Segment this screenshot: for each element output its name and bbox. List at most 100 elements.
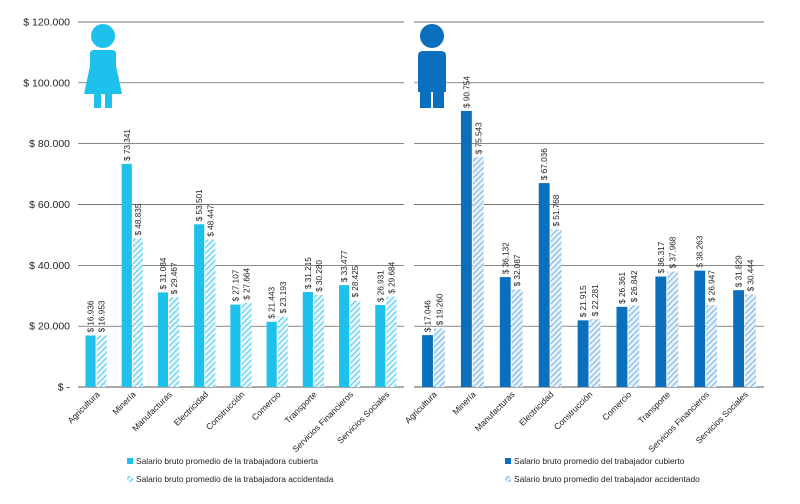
- man-icon: [418, 24, 446, 108]
- data-label: $ 26.931: [376, 270, 385, 302]
- bar-covered-9: [733, 290, 745, 387]
- y-tick-label: $ 120.000: [23, 17, 70, 29]
- bar-covered-3: [499, 277, 511, 387]
- data-label: $ 17.046: [424, 300, 433, 332]
- legend-entry: Salario bruto promedio del trabajador cu…: [514, 456, 685, 466]
- bar-accident-9: [745, 294, 756, 387]
- data-label: $ 27.107: [231, 269, 240, 301]
- bar-accident-5: [589, 319, 601, 387]
- legend-swatch: [127, 476, 133, 482]
- bar-accident-1: [433, 328, 445, 387]
- legend-entry: Salario bruto promedio de la trabajadora…: [136, 474, 334, 484]
- bar-covered-2: [121, 163, 132, 387]
- data-label: $ 30.280: [315, 260, 324, 292]
- bar-accident-3: [169, 297, 180, 387]
- bar-covered-6: [266, 321, 277, 387]
- data-label: $ 26.947: [708, 270, 717, 302]
- bar-covered-9: [375, 305, 386, 387]
- bar-covered-5: [230, 304, 241, 387]
- x-tick-label: Comercio: [600, 389, 633, 422]
- data-label: $ 22.281: [591, 284, 600, 316]
- data-label: $ 29.467: [170, 262, 179, 294]
- data-label: $ 90.754: [462, 76, 471, 108]
- bar-accident-7: [667, 271, 679, 387]
- data-label: $ 26.361: [618, 272, 627, 304]
- x-tick-label: Transporte: [636, 389, 672, 425]
- bar-accident-8: [350, 300, 361, 387]
- data-label: $ 31.829: [735, 255, 744, 287]
- data-label: $ 36.132: [501, 242, 510, 274]
- bar-covered-1: [85, 335, 96, 387]
- data-label: $ 32.087: [513, 254, 522, 286]
- bar-accident-4: [550, 229, 562, 387]
- bar-accident-6: [628, 305, 640, 387]
- bar-accident-9: [386, 296, 397, 387]
- bar-accident-1: [96, 335, 107, 387]
- bar-accident-2: [132, 238, 143, 387]
- data-label: $ 30.444: [747, 259, 756, 291]
- data-label: $ 37.968: [669, 236, 678, 268]
- bar-accident-3: [511, 289, 523, 387]
- bar-covered-4: [538, 183, 550, 387]
- data-label: $ 31.215: [304, 257, 313, 289]
- bar-covered-4: [194, 224, 205, 387]
- y-tick-label: $ 80.000: [29, 138, 70, 150]
- data-label: $ 16.953: [98, 300, 107, 332]
- bar-covered-7: [302, 292, 313, 387]
- bar-covered-8: [694, 270, 706, 387]
- data-label: $ 23.193: [279, 281, 288, 313]
- data-label: $ 19.260: [435, 293, 444, 325]
- x-tick-label: Construcción: [552, 389, 595, 432]
- bar-covered-1: [422, 335, 433, 387]
- legend-entry: Salario bruto promedio del trabajador ac…: [514, 474, 700, 484]
- data-label: $ 48.835: [134, 203, 143, 235]
- x-tick-label: Electricidad: [517, 389, 556, 428]
- x-tick-label: Agricultura: [403, 389, 439, 425]
- data-label: $ 75.543: [474, 122, 483, 154]
- data-label: $ 26.842: [630, 270, 639, 302]
- data-label: $ 27.664: [243, 268, 252, 300]
- y-tick-label: $ 60.000: [29, 199, 70, 211]
- x-tick-label: Construcción: [204, 389, 247, 432]
- data-label: $ 21.915: [579, 285, 588, 317]
- data-label: $ 29.684: [387, 261, 396, 293]
- legend-swatch: [505, 476, 511, 482]
- x-tick-label: Minería: [450, 389, 477, 416]
- data-label: $ 16.936: [87, 300, 96, 332]
- bar-accident-6: [277, 316, 288, 387]
- x-tick-label: Servicios Financieros: [290, 389, 355, 454]
- data-label: $ 73.341: [123, 129, 132, 161]
- bar-covered-7: [655, 276, 667, 387]
- data-label: $ 21.443: [268, 286, 277, 318]
- bar-covered-6: [616, 306, 628, 387]
- data-label: $ 48.447: [206, 204, 215, 236]
- data-label: $ 67.036: [540, 148, 549, 180]
- bar-accident-5: [241, 302, 252, 387]
- bar-covered-8: [339, 285, 350, 387]
- bar-accident-2: [472, 157, 484, 387]
- y-tick-label: $ -: [58, 382, 71, 394]
- bar-covered-5: [577, 320, 589, 387]
- data-label: $ 36.317: [657, 241, 666, 273]
- x-tick-label: Comercio: [250, 389, 283, 422]
- legend-swatch: [127, 458, 133, 464]
- data-label: $ 31.084: [159, 257, 168, 289]
- y-tick-label: $ 20.000: [29, 321, 70, 333]
- data-label: $ 28.425: [351, 265, 360, 297]
- x-tick-label: Agricultura: [65, 389, 101, 425]
- data-label: $ 51.768: [552, 194, 561, 226]
- data-label: $ 38.263: [696, 235, 705, 267]
- y-tick-label: $ 40.000: [29, 260, 70, 272]
- x-tick-label: Transporte: [283, 389, 319, 425]
- legend-entry: Salario bruto promedio de la trabajadora…: [136, 456, 318, 466]
- bar-accident-8: [706, 305, 718, 387]
- bar-covered-2: [460, 110, 472, 388]
- x-tick-label: Manufacturas: [473, 389, 517, 433]
- bar-covered-3: [157, 292, 169, 387]
- y-tick-label: $ 100.000: [23, 77, 70, 89]
- woman-icon: [84, 24, 122, 108]
- x-tick-label: Minería: [110, 389, 137, 416]
- legend-swatch: [505, 458, 511, 464]
